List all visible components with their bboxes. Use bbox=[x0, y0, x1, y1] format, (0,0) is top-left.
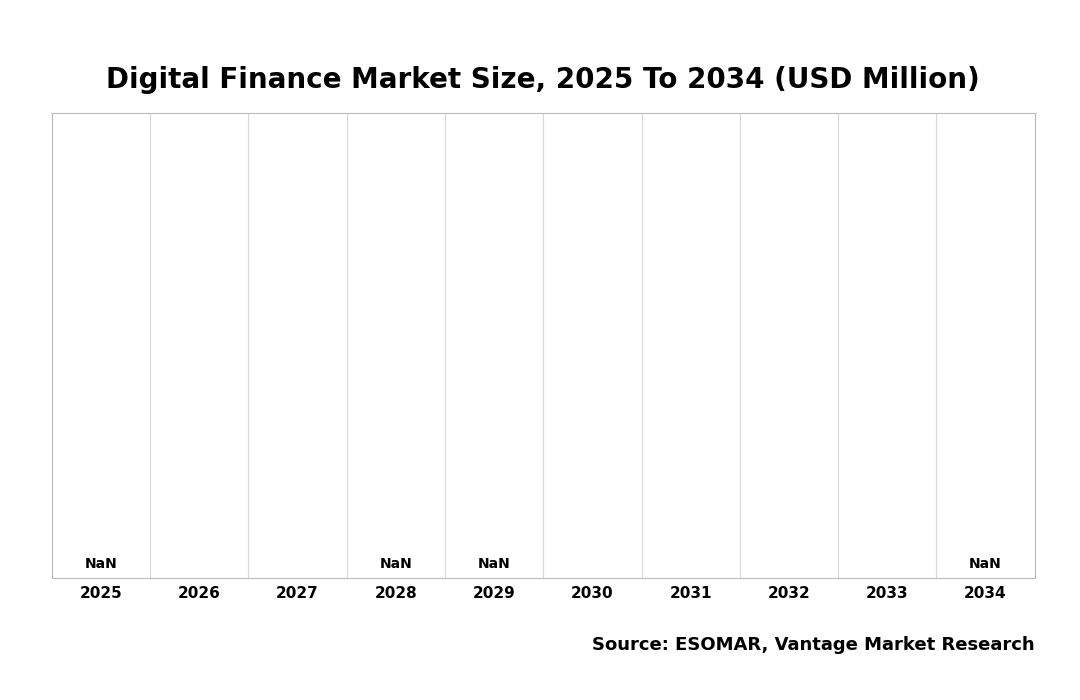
Text: NaN: NaN bbox=[379, 556, 413, 570]
Bar bbox=[349, 113, 443, 578]
Bar bbox=[54, 113, 148, 578]
Text: Source: ESOMAR, Vantage Market Research: Source: ESOMAR, Vantage Market Research bbox=[592, 636, 1035, 655]
Text: NaN: NaN bbox=[84, 556, 118, 570]
Text: NaN: NaN bbox=[969, 556, 1002, 570]
Bar bbox=[742, 113, 836, 578]
Bar bbox=[251, 113, 345, 578]
Bar bbox=[447, 113, 541, 578]
Bar bbox=[644, 113, 738, 578]
Title: Digital Finance Market Size, 2025 To 2034 (USD Million): Digital Finance Market Size, 2025 To 203… bbox=[106, 66, 981, 94]
Bar bbox=[152, 113, 246, 578]
Bar bbox=[545, 113, 639, 578]
Text: NaN: NaN bbox=[477, 556, 511, 570]
Bar bbox=[939, 113, 1032, 578]
Bar bbox=[840, 113, 934, 578]
